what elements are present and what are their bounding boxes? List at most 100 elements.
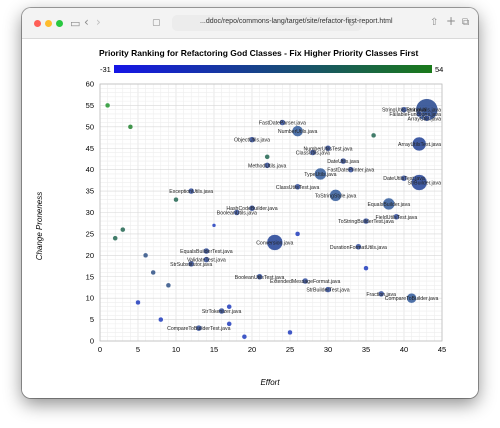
y-tick-label: 20 [86, 251, 94, 260]
data-point [150, 269, 156, 276]
data-point [370, 132, 377, 139]
data-point [264, 154, 270, 160]
point-label: HashCodeBuilder.java [226, 206, 277, 212]
sidebar-toggle-icon[interactable]: ▭ [70, 17, 81, 30]
point-label: ExceptionUtils.java [169, 189, 213, 195]
y-tick-label: 40 [86, 165, 94, 174]
point-label: NumberUtils.java [278, 129, 318, 135]
point-label: CompareToBuilder.java [385, 296, 439, 302]
point-label: BooleanUtilsTest.java [235, 275, 285, 281]
data-point [324, 145, 332, 152]
new-tab-icon[interactable]: + [446, 14, 457, 28]
point-label: FieldUtilsTest.java [375, 215, 417, 221]
x-tick-label: 15 [210, 345, 218, 354]
y-tick-label: 25 [86, 229, 94, 238]
data-point [135, 299, 141, 306]
data-point [291, 125, 304, 137]
y-tick-label: 0 [90, 337, 94, 346]
data-point [187, 187, 195, 195]
data-point [400, 174, 408, 182]
x-tick-label: 30 [324, 345, 332, 354]
data-point [382, 197, 396, 211]
point-label: StrBuilder.java [408, 181, 442, 187]
data-point [266, 234, 284, 251]
zoom-window-button[interactable] [56, 20, 63, 27]
point-label: ExtendedMessageFormat.java [270, 279, 340, 285]
plot-frame [99, 83, 443, 342]
axes: 0 5 10 15 20 25 30 35 40 45 0 5 10 15 20 25 30 35 40 45 50 55… [86, 80, 447, 355]
data-point [248, 204, 256, 212]
point-label: ValidateTest.java [187, 258, 226, 264]
data-point [347, 166, 355, 173]
data-point [393, 213, 400, 221]
close-window-button[interactable] [34, 20, 41, 27]
point-label: ArrayUtils.java [408, 116, 442, 122]
point-label: TypeUtils.java [304, 172, 336, 178]
point-label: Conversion.java [256, 240, 293, 246]
x-tick-label: 0 [98, 345, 102, 354]
point-label: NumberUtilsTest.java [303, 146, 352, 152]
data-point [120, 226, 126, 233]
x-axis-label: Effort [260, 378, 280, 387]
x-tick-label: 20 [248, 345, 256, 354]
data-point [248, 136, 256, 143]
data-point [415, 110, 423, 118]
data-point [233, 209, 241, 216]
forward-arrow-icon[interactable]: › [96, 15, 101, 29]
x-tick-label: 5 [136, 345, 140, 354]
tab-overview-icon[interactable]: ⧉ [462, 17, 470, 28]
point-label: DateUtilsTest.java [383, 176, 425, 182]
data-point [104, 102, 111, 109]
data-point [226, 321, 232, 327]
share-icon[interactable]: ⇧ [430, 17, 439, 28]
data-point [195, 324, 203, 332]
data-point [142, 252, 149, 259]
point-label: Fraction.java [366, 292, 396, 298]
data-point [241, 333, 248, 340]
data-point [406, 292, 417, 304]
point-label: ToStringStyle.java [315, 193, 357, 199]
y-tick-label: 60 [86, 80, 94, 89]
point-label: ClassUtils.java [296, 151, 330, 157]
y-tick-label: 45 [86, 144, 94, 153]
data-point [309, 149, 317, 156]
data-point [314, 167, 327, 181]
data-points [104, 98, 439, 340]
data-point [355, 243, 362, 251]
y-tick-label: 35 [86, 187, 94, 196]
point-label: ObjectUtils.java [234, 138, 270, 144]
minimize-window-button[interactable] [45, 20, 52, 27]
data-point [173, 196, 179, 203]
data-point [363, 265, 369, 271]
data-point [287, 329, 293, 336]
x-tick-label: 25 [286, 345, 294, 354]
data-point [256, 273, 263, 280]
y-tick-label: 5 [90, 315, 94, 324]
chart-title: Priority Ranking for Refactoring God Cla… [99, 48, 418, 58]
point-label: StringUtilsTest.java [382, 108, 426, 114]
point-label: MethodUtils.java [248, 163, 286, 169]
address-bar[interactable]: ...ddoc/repo/commons-lang/target/site/re… [172, 15, 393, 31]
y-tick-label: 30 [86, 208, 94, 217]
data-point [410, 174, 428, 191]
colorbar-max-label: 54 [435, 65, 443, 74]
page-content: Priority Ranking for Refactoring God Cla… [22, 39, 478, 398]
data-point [377, 290, 385, 298]
point-label: StrTokenizer.java [202, 309, 242, 315]
y-axis-label: Change Proneness [35, 192, 44, 261]
y-tick-label: 55 [86, 101, 94, 110]
back-arrow-icon[interactable]: ‹ [84, 15, 89, 29]
page-icon: ▢ [152, 18, 161, 28]
data-point [294, 231, 301, 237]
data-point [329, 189, 342, 202]
reload-icon[interactable]: ↻ [348, 19, 355, 28]
data-point [423, 115, 431, 122]
data-point [324, 286, 332, 293]
point-label: StrSubstitutor.java [170, 262, 212, 268]
point-label: ToStringBuilderTest.java [338, 219, 394, 225]
point-label: DurationFormatUtils.java [330, 245, 387, 251]
data-point [127, 124, 134, 130]
x-tick-label: 40 [400, 345, 408, 354]
data-point [301, 277, 309, 285]
point-labels: StringUtils.javaStringUtilsTest.javaFail… [167, 108, 441, 332]
